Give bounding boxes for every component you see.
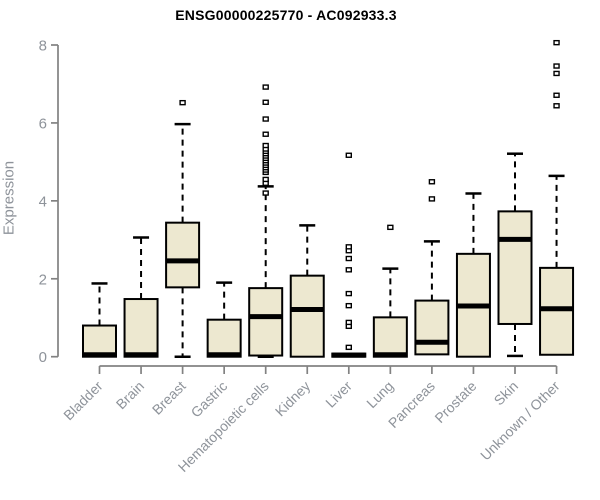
iqr-box [289, 274, 325, 358]
outlier-point [553, 103, 560, 109]
boxplot-hematopoietic-cells [248, 84, 284, 358]
outlier-point [345, 255, 352, 262]
outlier-point [262, 142, 269, 149]
boxplot-pancreas [414, 179, 450, 356]
outlier-point [262, 99, 269, 105]
outlier-point [262, 131, 269, 137]
outlier-point [345, 319, 352, 326]
outlier-point [345, 267, 352, 273]
x-category-label-brain: Brain [113, 378, 147, 412]
x-category-label-bladder: Bladder [60, 378, 106, 424]
outlier-point [345, 302, 352, 309]
outlier-point [345, 344, 352, 351]
outlier-point [345, 290, 352, 297]
iqr-box [414, 299, 450, 356]
y-tick-label: 4 [39, 193, 47, 210]
outlier-point [262, 84, 269, 90]
outlier-point [179, 99, 186, 106]
outlier-point [262, 116, 269, 122]
outlier-point [428, 196, 436, 202]
outlier-point [262, 190, 269, 196]
y-tick-label: 8 [39, 38, 47, 55]
outlier-point [553, 63, 560, 69]
x-category-label-prostate: Prostate [431, 378, 479, 426]
outlier-point [387, 224, 394, 231]
boxplot-unknown-other [539, 39, 575, 356]
outlier-point [553, 70, 560, 77]
outlier-point [428, 179, 436, 185]
y-tick-label: 2 [39, 271, 47, 288]
boxplot-lung [372, 224, 408, 358]
x-category-label-unknown-other: Unknown / Other [477, 378, 563, 464]
y-tick-label: 0 [39, 349, 47, 366]
outlier-point [553, 92, 560, 98]
x-category-label-liver: Liver [322, 378, 355, 411]
boxplot-prostate [455, 192, 491, 358]
iqr-box [206, 318, 242, 358]
outlier-point [262, 176, 269, 183]
boxplot-breast [165, 99, 201, 358]
boxplot-brain [123, 236, 159, 358]
boxplot-skin [497, 152, 533, 358]
x-category-label-kidney: Kidney [272, 378, 314, 420]
iqr-box [497, 210, 533, 325]
iqr-box [82, 324, 117, 358]
iqr-box [372, 316, 408, 358]
chart-title: ENSG00000225770 - AC092933.3 [175, 7, 397, 23]
iqr-box [248, 287, 284, 357]
outlier-point [553, 39, 560, 46]
boxplot-kidney [289, 224, 325, 358]
x-category-label-skin: Skin [491, 378, 522, 409]
boxplot-gastric [206, 281, 242, 358]
iqr-box [539, 266, 575, 356]
y-tick-label: 6 [39, 115, 47, 132]
boxplot-liver [331, 152, 367, 358]
boxplot-bladder [82, 282, 117, 358]
outlier-point [345, 152, 352, 158]
x-category-label-breast: Breast [149, 378, 189, 418]
iqr-box [165, 221, 201, 289]
x-category-label-lung: Lung [363, 378, 396, 411]
iqr-box [123, 298, 159, 358]
x-axis [98, 365, 558, 374]
y-axis [51, 44, 59, 358]
outlier-point [345, 244, 352, 250]
